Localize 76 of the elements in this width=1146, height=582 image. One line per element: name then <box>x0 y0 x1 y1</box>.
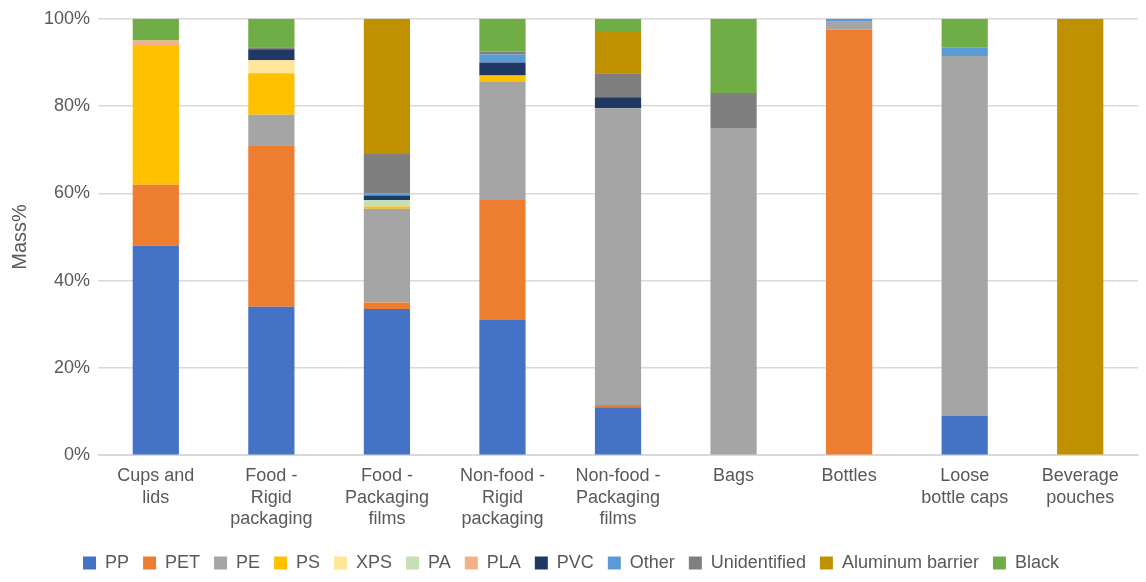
bar <box>363 206 411 209</box>
bar <box>941 55 988 416</box>
bar <box>594 407 642 455</box>
y-tick-label: 0% <box>64 444 91 465</box>
legend-label: Black <box>1014 551 1060 572</box>
x-tick-label: Beverage pouches <box>1041 464 1119 507</box>
bar <box>132 245 179 455</box>
x-tick-label: Bottles <box>821 464 877 485</box>
bar <box>363 18 411 155</box>
bar <box>479 199 526 320</box>
bar <box>479 54 526 63</box>
bar <box>248 145 295 307</box>
bar <box>363 208 411 303</box>
legend-label: PE <box>236 551 261 572</box>
bar <box>594 405 642 408</box>
bar <box>594 31 642 74</box>
bar <box>594 108 642 406</box>
bar <box>363 154 411 194</box>
y-axis-title: Mass% <box>7 204 30 270</box>
bar <box>248 47 295 50</box>
legend-label: Aluminum barrier <box>841 551 979 572</box>
x-tick-label: Food - Packaging films <box>344 464 429 529</box>
y-tick-label: 40% <box>54 269 91 290</box>
y-tick-label: 60% <box>54 182 91 203</box>
bar <box>941 18 988 48</box>
legend-label: Unidentified <box>710 551 806 572</box>
x-tick-label: Food - Rigid packaging <box>230 464 313 529</box>
bar <box>479 51 526 55</box>
legend-label: PVC <box>556 551 594 572</box>
legend-label: Other <box>629 551 675 572</box>
bar <box>248 114 295 146</box>
bar <box>594 18 642 32</box>
bar <box>594 73 642 98</box>
bar <box>479 319 526 455</box>
y-tick-label: 80% <box>54 95 91 116</box>
bar <box>710 92 757 128</box>
bar <box>363 193 411 196</box>
bar <box>363 199 411 207</box>
bar <box>710 18 757 93</box>
legend-label: PLA <box>486 551 521 572</box>
y-tick-label: 20% <box>54 356 91 377</box>
bar <box>710 127 757 455</box>
legend-label: PS <box>296 551 321 572</box>
legend-label: PET <box>165 551 201 572</box>
x-tick-label: Bags <box>713 464 755 485</box>
x-tick-label: Cups and lids <box>117 464 195 507</box>
bar <box>248 60 295 74</box>
bar <box>1057 18 1104 455</box>
bar <box>248 49 295 61</box>
bar <box>248 73 295 115</box>
legend-label: XPS <box>356 551 393 572</box>
bar <box>941 415 988 455</box>
bar <box>479 75 526 83</box>
bar <box>594 97 642 109</box>
bar <box>479 82 526 200</box>
bar <box>248 306 295 455</box>
bar <box>132 184 179 246</box>
bar <box>363 302 411 310</box>
x-tick-label: Non-food - Rigid packaging <box>459 464 545 529</box>
bar <box>132 40 179 45</box>
y-tick-label: 100% <box>43 7 91 28</box>
bar <box>363 309 411 455</box>
x-tick-label: Non-food - Packaging films <box>575 464 661 529</box>
bar <box>132 18 179 41</box>
bar <box>479 62 526 76</box>
legend-label: PP <box>105 551 130 572</box>
bar <box>826 29 873 455</box>
bar <box>826 18 873 22</box>
legend-label: PA <box>428 551 451 572</box>
bar <box>479 18 526 52</box>
bar <box>132 44 179 185</box>
bar <box>248 18 295 48</box>
bar <box>363 195 411 200</box>
bar <box>941 47 988 56</box>
x-tick-label: Loose bottle caps <box>921 464 1009 507</box>
bar <box>826 21 873 30</box>
